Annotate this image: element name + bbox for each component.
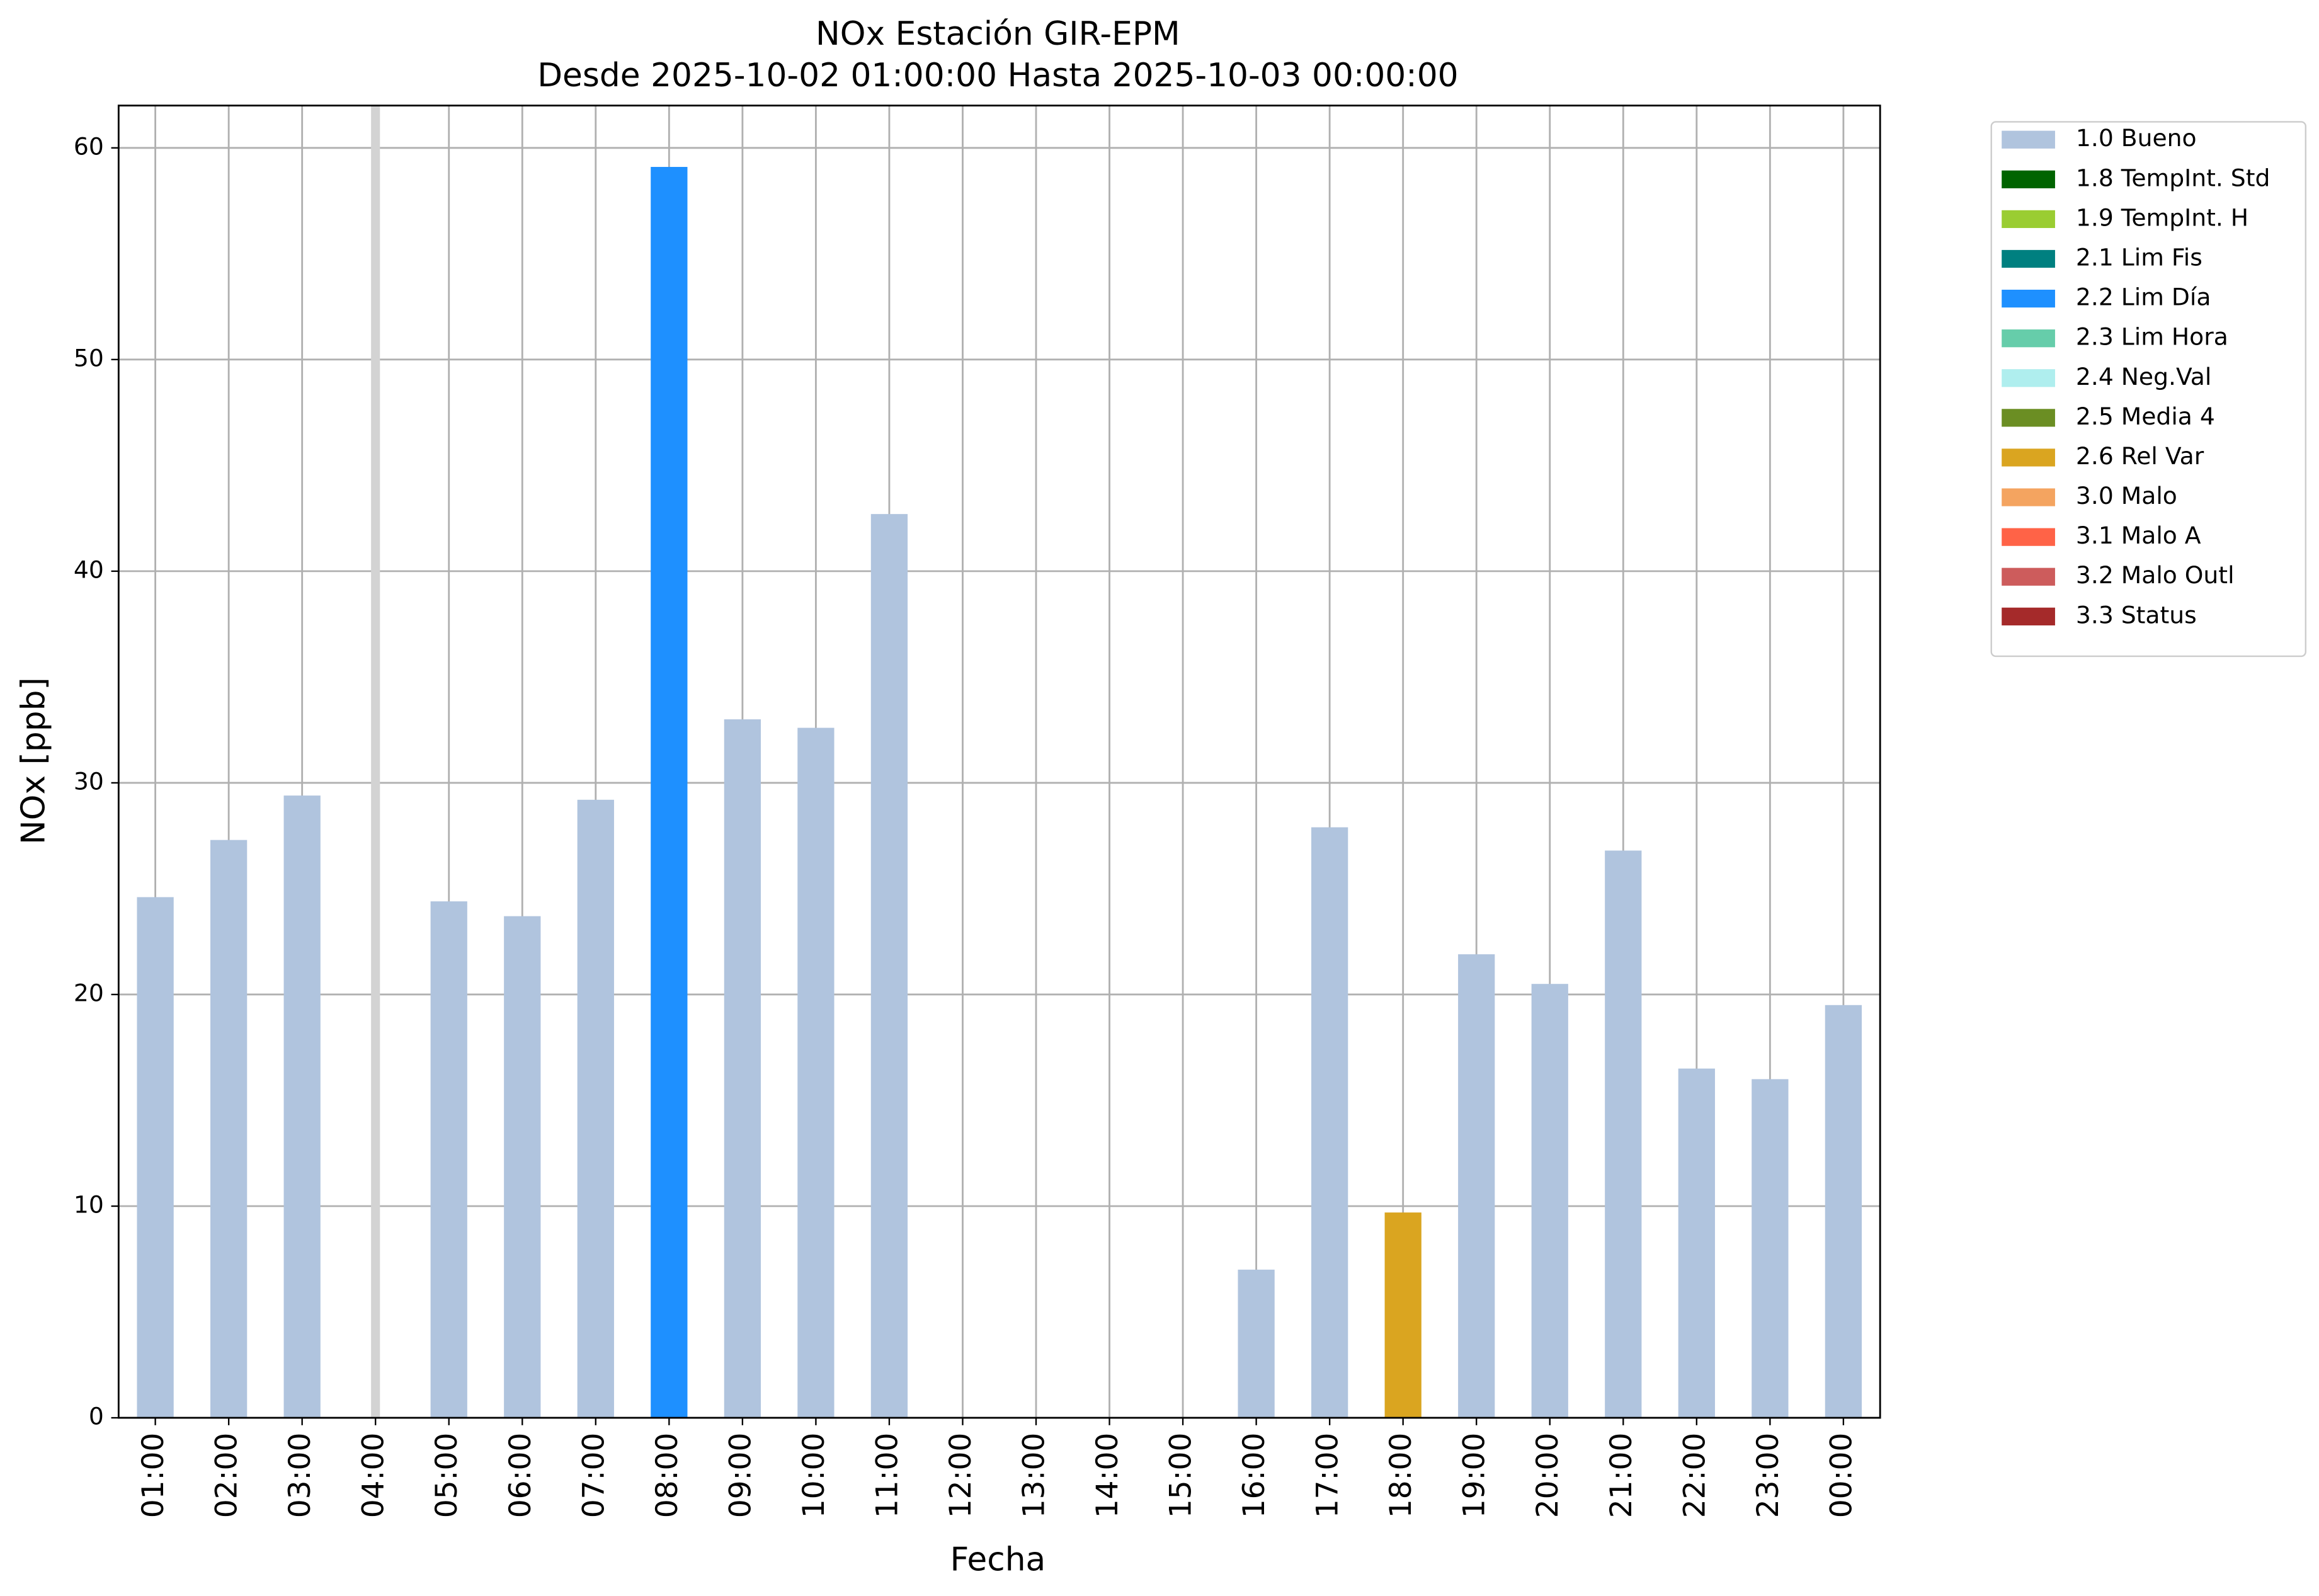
legend-label: 2.3 Lim Hora	[2076, 323, 2228, 351]
x-tick-label: 20:00	[1530, 1433, 1565, 1519]
x-tick-label: 15:00	[1164, 1433, 1199, 1519]
x-tick-label: 09:00	[723, 1433, 758, 1519]
x-tick-label: 14:00	[1090, 1433, 1125, 1519]
x-tick-label: 23:00	[1751, 1433, 1786, 1519]
y-axis-label: NOx [ppb]	[15, 677, 53, 845]
legend-swatch	[2002, 409, 2055, 427]
x-tick-label: 12:00	[943, 1433, 978, 1519]
bar	[283, 795, 321, 1418]
y-tick-label: 60	[74, 132, 104, 160]
bar	[210, 840, 248, 1418]
legend-swatch	[2002, 289, 2055, 308]
x-tick-label: 10:00	[797, 1433, 831, 1519]
bar	[430, 901, 467, 1418]
bar	[137, 897, 174, 1418]
legend-swatch	[2002, 607, 2055, 625]
legend-label: 2.1 Lim Fis	[2076, 244, 2202, 271]
bar	[1384, 1212, 1422, 1418]
legend-swatch	[2002, 249, 2055, 268]
x-tick-label: 16:00	[1237, 1433, 1272, 1519]
bar	[1678, 1068, 1715, 1418]
bar	[724, 719, 761, 1418]
legend-swatch	[2002, 329, 2055, 348]
x-tick-label: 22:00	[1677, 1433, 1712, 1519]
bar	[577, 799, 614, 1418]
legend-label: 2.5 Media 4	[2076, 402, 2215, 430]
x-tick-label: 07:00	[576, 1433, 611, 1519]
x-tick-label: 19:00	[1457, 1433, 1492, 1519]
y-tick-label: 10	[74, 1191, 104, 1219]
legend-label: 2.6 Rel Var	[2076, 442, 2204, 470]
legend-swatch	[2002, 488, 2055, 506]
legend-swatch	[2002, 210, 2055, 229]
y-tick-label: 50	[74, 344, 104, 372]
x-tick-label: 11:00	[870, 1433, 904, 1519]
legend-swatch	[2002, 448, 2055, 467]
legend-swatch	[2002, 130, 2055, 149]
x-tick-label: 00:00	[1824, 1433, 1859, 1519]
x-tick-label: 17:00	[1311, 1433, 1345, 1519]
legend-label: 3.1 Malo A	[2076, 522, 2201, 549]
bar	[651, 167, 688, 1418]
legend-label: 2.2 Lim Día	[2076, 283, 2211, 311]
legend-swatch	[2002, 528, 2055, 546]
bar	[870, 514, 908, 1418]
bar	[1311, 827, 1348, 1418]
x-tick-label: 18:00	[1384, 1433, 1418, 1519]
x-tick-label: 05:00	[430, 1433, 464, 1519]
x-tick-label: 01:00	[136, 1433, 171, 1519]
plot-frame	[117, 105, 1881, 1419]
legend-label: 3.0 Malo	[2076, 482, 2177, 510]
legend: 1.0 Bueno 1.8 TempInt. Std 1.9 TempInt. H 2…	[1990, 121, 2306, 658]
bar	[1825, 1005, 1862, 1418]
y-tick-label: 40	[74, 556, 104, 583]
chart-title: NOx Estación GIR-EPM	[816, 15, 1180, 53]
x-tick-label: 13:00	[1017, 1433, 1052, 1519]
x-tick-label: 02:00	[210, 1433, 244, 1519]
bar	[1531, 984, 1568, 1418]
bar	[1752, 1079, 1789, 1418]
y-tick-label: 0	[89, 1403, 104, 1430]
x-tick-label: 03:00	[283, 1433, 317, 1519]
legend-label: 1.9 TempInt. H	[2076, 203, 2248, 231]
legend-swatch	[2002, 567, 2055, 586]
legend-label: 3.2 Malo Outl	[2076, 561, 2235, 589]
bar	[1458, 954, 1495, 1418]
x-tick-label: 08:00	[650, 1433, 685, 1519]
missing-marker	[371, 105, 380, 1418]
legend-label: 1.8 TempInt. Std	[2076, 164, 2270, 191]
bar	[797, 727, 835, 1418]
chart-subtitle: Desde 2025-10-02 01:00:00 Hasta 2025-10-…	[537, 57, 1458, 94]
legend-swatch	[2002, 369, 2055, 387]
legend-box	[1990, 121, 2306, 658]
legend-label: 1.0 Bueno	[2076, 124, 2197, 152]
x-tick-label: 06:00	[503, 1433, 538, 1519]
axes: 0 10 20 30 40 50 60 01:00 02:00 03:00 04:00 05:00 06…	[74, 105, 1881, 1519]
bar	[504, 916, 541, 1418]
bar	[1605, 850, 1642, 1418]
y-tick-label: 30	[74, 767, 104, 795]
x-tick-label: 04:00	[356, 1433, 391, 1519]
x-axis-label: Fecha	[950, 1541, 1046, 1578]
y-tick-label: 20	[74, 979, 104, 1006]
bars	[137, 167, 1862, 1418]
bar	[1238, 1269, 1275, 1418]
legend-label: 3.3 Status	[2076, 601, 2197, 629]
legend-swatch	[2002, 170, 2055, 188]
x-tick-label: 21:00	[1604, 1433, 1639, 1519]
legend-label: 2.4 Neg.Val	[2076, 363, 2211, 390]
